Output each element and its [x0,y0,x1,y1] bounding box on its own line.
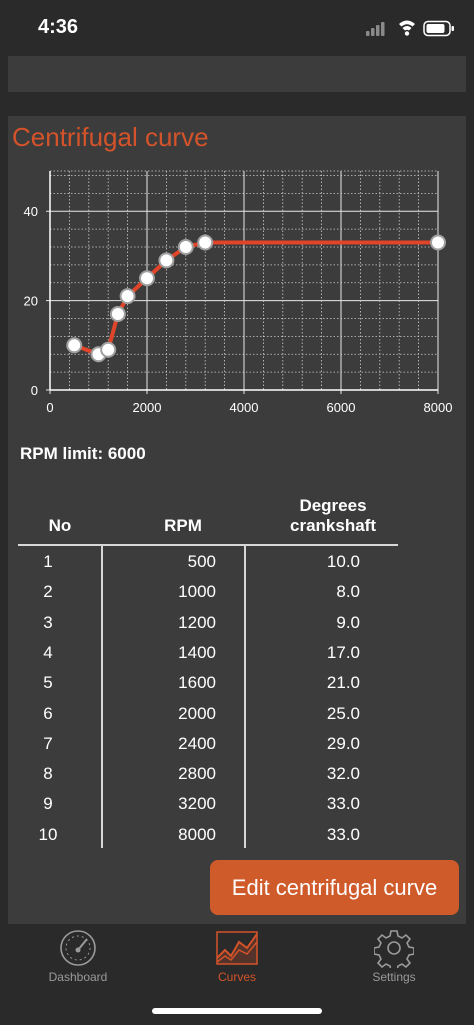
data-point [100,341,117,358]
table-cell-deg: 33.0 [326,824,360,844]
data-point [66,337,83,354]
cellular-signal-icon [366,22,385,36]
table-cell-rpm: 1000 [178,582,216,602]
table-cell-deg: 33.0 [326,794,360,814]
tab-label-curves: Curves [217,970,256,984]
table-cell-no: 10 [38,824,58,844]
table-row: 1 500 10.0 [18,552,398,582]
gear-icon [374,930,414,968]
status-bar: 4:36 [0,0,474,56]
table-cell-no: 5 [43,673,53,693]
table-cell-deg: 17.0 [326,642,360,662]
curve-chart-icon [216,931,258,965]
table-cell-no: 6 [43,703,53,723]
data-point [197,234,214,251]
table-cell-rpm: 2800 [178,764,216,784]
table-cell-rpm: 2400 [178,733,216,753]
column-header-degrees-line1: Degrees [299,496,367,515]
column-divider [244,546,246,848]
table-cell-no: 7 [43,733,53,753]
table-cell-deg: 29.0 [326,733,360,753]
table-cell-no: 8 [43,764,53,784]
x-tick-label: 8000 [424,400,453,415]
table-row: 7 2400 29.0 [18,734,398,764]
status-time: 4:36 [38,16,79,38]
y-tick-label: 40 [24,204,38,219]
table-row: 6 2000 25.0 [18,704,398,734]
tab-label-settings: Settings [372,970,416,984]
table-row: 2 1000 8.0 [18,582,398,612]
table-cell-deg: 10.0 [326,552,360,571]
top-panel [8,56,466,92]
card-title: Centrifugal curve [12,122,209,152]
gauge-icon [60,930,96,966]
table-cell-rpm: 2000 [178,703,216,723]
edit-centrifugal-curve-button[interactable]: Edit centrifugal curve [210,860,459,915]
table-cell-no: 9 [43,794,53,814]
table-cell-no: 3 [43,612,53,632]
table-cell-deg: 9.0 [336,612,360,632]
column-header-rpm: RPM [164,516,202,535]
table-cell-deg: 8.0 [336,582,360,602]
x-tick-label: 6000 [327,400,356,415]
table-cell-no: 2 [43,582,53,602]
table-cell-rpm: 500 [187,552,216,571]
table-cell-deg: 32.0 [326,764,360,784]
column-header-no: No [48,516,72,535]
table-cell-deg: 21.0 [326,673,360,693]
table-cell-rpm: 8000 [178,824,216,844]
column-header-degrees-line2: crankshaft [290,516,376,535]
table-row: 10 8000 33.0 [18,825,398,855]
battery-icon [423,20,454,37]
table-row: 3 1200 9.0 [18,613,398,643]
table-row: 5 1600 21.0 [18,673,398,703]
y-tick-label: 20 [24,294,38,309]
table-row: 4 1400 17.0 [18,643,398,673]
column-header-degrees: Degrees crankshaft [263,496,403,536]
centrifugal-curve-card: Centrifugal curve 0 2000 4000 6000 8000 0 20 40… [8,116,466,924]
data-point [177,238,194,255]
table-cell-rpm: 1600 [178,673,216,693]
tab-settings[interactable]: Settings [324,928,464,998]
chart-container: 0 2000 4000 6000 8000 0 20 40 [8,166,466,546]
rpm-limit-label: RPM limit: 6000 [20,444,146,463]
tab-dashboard[interactable]: Dashboard [8,928,148,998]
centrifugal-chart: 0 2000 4000 6000 8000 0 20 40 [24,170,453,415]
data-point [158,252,175,269]
table-cell-deg: 25.0 [326,703,360,723]
status-icons [366,18,456,40]
data-point [119,288,136,305]
data-point [139,270,155,287]
y-tick-label: 0 [31,383,38,398]
tab-curves[interactable]: Curves [167,928,307,998]
x-tick-label: 4000 [230,400,259,415]
data-point [430,234,446,251]
header-divider [18,544,398,546]
data-point [109,306,126,323]
table-cell-no: 1 [43,552,53,571]
wifi-icon [399,20,415,36]
tab-label-dashboard: Dashboard [48,970,108,984]
table-row: 8 2800 32.0 [18,764,398,794]
x-tick-label: 0 [46,400,53,415]
column-divider [101,546,103,848]
table-cell-rpm: 1400 [178,642,216,662]
table-cell-rpm: 1200 [178,612,216,632]
table-row: 9 3200 33.0 [18,794,398,824]
x-tick-label: 2000 [133,400,162,415]
table-cell-rpm: 3200 [178,794,216,814]
table-cell-no: 4 [43,642,53,662]
home-indicator [152,1008,322,1014]
